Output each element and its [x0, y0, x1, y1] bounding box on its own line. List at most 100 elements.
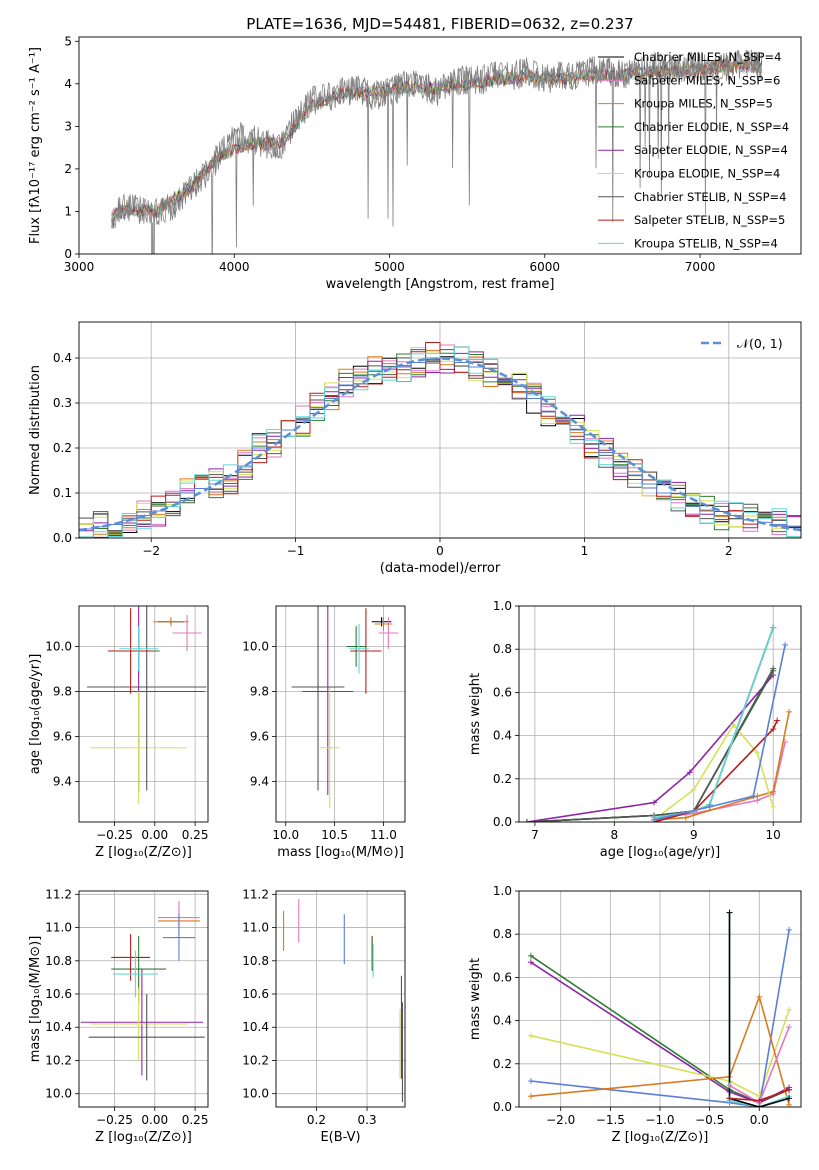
y-tick-label: 0.2 — [493, 772, 512, 786]
figure-title: PLATE=1636, MJD=54481, FIBERID=0632, z=0… — [246, 15, 633, 33]
x-tick-label: 7 — [531, 828, 539, 842]
x-axis-label: Z [log₁₀(Z/Z⊙)] — [612, 1130, 709, 1145]
mass-weight-series-line — [530, 929, 790, 1107]
axes-age-vs-mass: 10.0 10.5 11.0 9.4 9.6 9.8 10.0 mass [log₁₀(M/M… — [242, 605, 406, 860]
y-tick-label: 10.8 — [45, 954, 72, 968]
legend-entry: Salpeter ELODIE, N_SSP=4 — [634, 143, 788, 157]
x-tick-label: 0.0 — [750, 1113, 769, 1127]
legend-entry: Kroupa ELODIE, N_SSP=4 — [634, 167, 780, 181]
mass-weight-series-line — [728, 912, 790, 1107]
y-tick-label: 9.8 — [250, 685, 269, 699]
x-tick-label: −0.5 — [695, 1113, 724, 1127]
spectrum-legend: Chabrier MILES, N_SSP=4 Salpeter MILES, N… — [598, 50, 789, 250]
x-tick-label: 6000 — [530, 260, 561, 274]
legend-entry: Chabrier STELIB, N_SSP=4 — [634, 190, 786, 204]
y-axis-label: mass [log₁₀(M/M⊙)] — [28, 936, 43, 1063]
observed-spectrum-overlay — [111, 49, 762, 229]
y-tick-label: 0.2 — [493, 1057, 512, 1071]
x-tick-label: 7000 — [685, 260, 716, 274]
x-axis-label: Z [log₁₀(Z/Z⊙)] — [95, 1130, 192, 1145]
mass-weight-series-line — [530, 994, 790, 1106]
legend-entry: Salpeter MILES, N_SSP=6 — [634, 73, 780, 87]
y-tick-label: 11.0 — [45, 921, 72, 935]
y-axis-label: mass weight — [468, 673, 483, 755]
x-tick-label: −2.0 — [546, 1113, 575, 1127]
plot-frame — [78, 321, 802, 539]
axes-mass-vs-Z: −0.25 0.00 0.25 10.0 10.2 10.4 10.6 10.8 11.0 11.… — [28, 887, 208, 1145]
y-axis-label: mass weight — [468, 958, 483, 1040]
x-axis-label: Z [log₁₀(Z/Z⊙)] — [95, 845, 192, 860]
x-tick-label: −0.25 — [96, 1113, 133, 1127]
y-tick-label: 9.4 — [53, 775, 72, 789]
y-tick-label: 2 — [64, 162, 72, 176]
x-tick-label: −2 — [142, 544, 160, 558]
x-tick-label: −1.0 — [645, 1113, 674, 1127]
y-tick-label: 9.8 — [53, 685, 72, 699]
x-tick-label: 8 — [611, 828, 619, 842]
y-tick-label: 0.0 — [53, 531, 72, 545]
axes-spectrum: 3000 4000 5000 6000 7000 0 1 2 3 4 5 wavelength [An… — [28, 34, 802, 292]
y-tick-label: 10.6 — [45, 987, 72, 1001]
x-tick-label: 0.25 — [182, 828, 209, 842]
x-tick-label: 10.0 — [272, 828, 299, 842]
x-tick-label: 0.2 — [307, 1113, 326, 1127]
y-tick-label: 10.0 — [45, 640, 72, 654]
mass-weight-series-line — [653, 644, 786, 821]
plot-area — [527, 909, 793, 1107]
y-tick-label: 5 — [64, 34, 72, 48]
x-tick-label: 10.5 — [321, 828, 348, 842]
y-tick-label: 9.6 — [53, 730, 72, 744]
y-tick-label: 11.2 — [242, 887, 269, 901]
y-tick-label: 9.4 — [250, 775, 269, 789]
x-tick-label: 0.3 — [358, 1113, 377, 1127]
plot-frame — [518, 605, 802, 823]
plot-area — [111, 49, 763, 254]
x-tick-label: 9 — [690, 828, 698, 842]
y-tick-label: 11.2 — [45, 887, 72, 901]
y-tick-label: 10.0 — [242, 640, 269, 654]
x-axis-label: wavelength [Angstrom, rest frame] — [326, 277, 555, 292]
plot-area — [283, 899, 404, 1103]
y-tick-label: 10.6 — [242, 987, 269, 1001]
y-tick-label: 1 — [64, 204, 72, 218]
plot-frame — [275, 605, 406, 823]
legend-entry: Salpeter STELIB, N_SSP=5 — [634, 213, 785, 227]
y-tick-label: 10.4 — [45, 1020, 72, 1034]
legend-entry: 𝒩(0, 1) — [737, 336, 783, 351]
legend-entry: Kroupa MILES, N_SSP=5 — [634, 97, 773, 111]
x-tick-label: −0.25 — [96, 828, 133, 842]
x-tick-label: −1 — [287, 544, 305, 558]
x-axis-label: age [log₁₀(age/yr)] — [600, 845, 721, 860]
plot-area — [79, 342, 801, 538]
x-tick-label: 11.0 — [370, 828, 397, 842]
x-tick-label: 3000 — [64, 260, 95, 274]
y-tick-label: 0.0 — [493, 1100, 512, 1114]
y-tick-label: 0 — [64, 247, 72, 261]
y-tick-label: 10.8 — [242, 954, 269, 968]
x-tick-label: 10 — [766, 828, 781, 842]
y-tick-label: 0.8 — [493, 927, 512, 941]
x-axis-label: E(B-V) — [320, 1130, 360, 1145]
legend-entry: Kroupa STELIB, N_SSP=4 — [634, 236, 778, 250]
plot-frame — [518, 890, 802, 1108]
y-tick-label: 10.2 — [242, 1053, 269, 1067]
x-tick-label: 4000 — [219, 260, 250, 274]
y-tick-label: 0.6 — [493, 685, 512, 699]
legend-entry: Chabrier MILES, N_SSP=4 — [634, 50, 781, 64]
y-tick-label: 10.2 — [45, 1053, 72, 1067]
mass-weight-series-line — [653, 720, 778, 822]
y-tick-label: 11.0 — [242, 921, 269, 935]
x-axis-label: mass [log₁₀(M/M⊙)] — [277, 845, 404, 860]
y-tick-label: 0.2 — [53, 441, 72, 455]
y-tick-label: 0.1 — [53, 486, 72, 500]
x-tick-label: 2 — [725, 544, 733, 558]
mass-weight-series-line — [530, 955, 790, 1104]
y-tick-label: 0.4 — [53, 351, 72, 365]
plot-area — [79, 606, 207, 804]
x-tick-label: −1.5 — [596, 1113, 625, 1127]
residual-histogram — [79, 346, 801, 538]
y-tick-label: 0.8 — [493, 642, 512, 656]
plot-area — [523, 624, 793, 822]
normal-reference-curve — [79, 357, 801, 532]
x-axis-label: (data-model)/error — [380, 561, 501, 576]
